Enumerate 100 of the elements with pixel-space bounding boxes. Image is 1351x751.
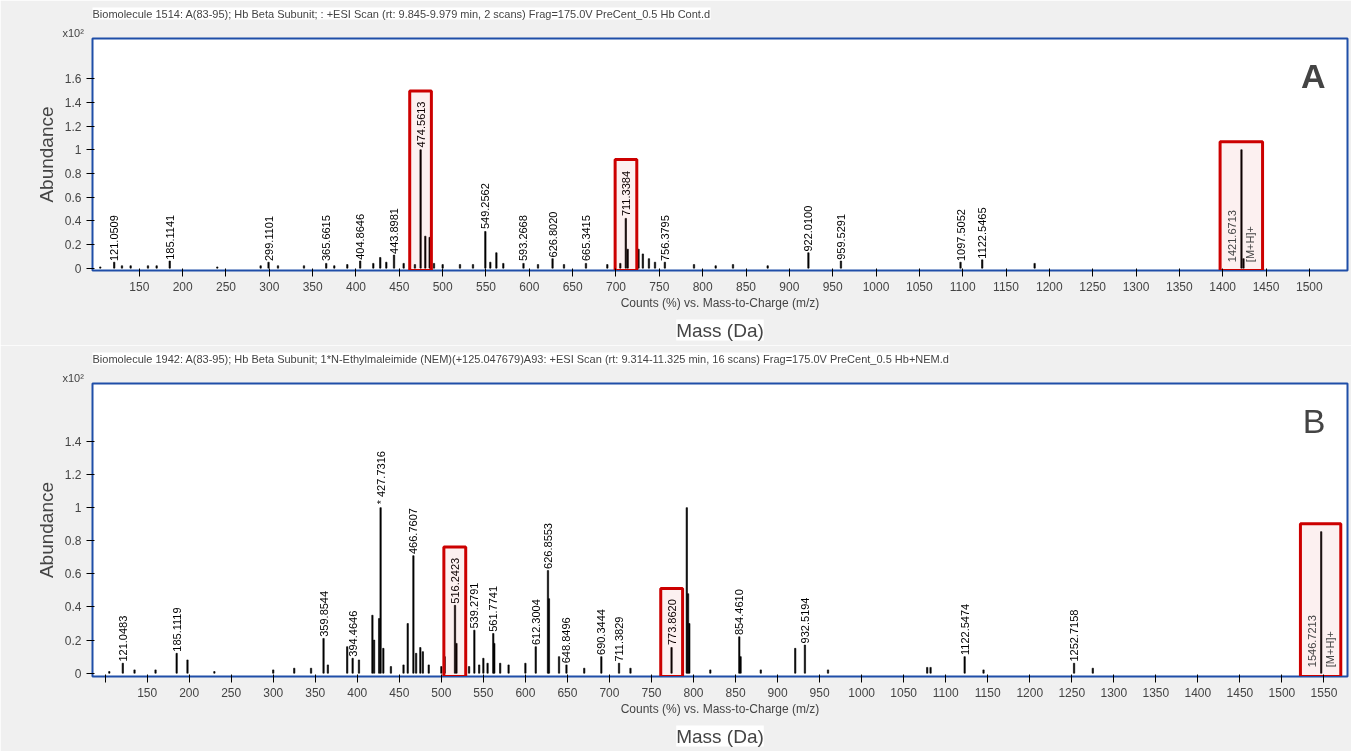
x-tick-label: 1200 xyxy=(1016,685,1044,700)
annotation: 466.7607 xyxy=(407,508,420,554)
x-tick-label: 600 xyxy=(515,685,536,700)
annotation: 516.2423 xyxy=(449,557,461,604)
x-tick-label: 1300 xyxy=(1100,685,1128,700)
annotation: 121.0483 xyxy=(116,615,129,662)
y-tick-label: 1.4 xyxy=(64,434,82,449)
x-tick-label: 1350 xyxy=(1166,279,1194,294)
x-tick-label: 850 xyxy=(725,685,746,700)
x-tick-label: 400 xyxy=(347,685,368,700)
annotation: 474.5613 xyxy=(414,101,427,148)
y-tick-label: 1.2 xyxy=(64,119,82,134)
x-tick-label: 150 xyxy=(129,279,150,294)
x-tick-label: 300 xyxy=(259,279,280,294)
annotation: 121.0509 xyxy=(108,215,121,262)
annotation: 359.8544 xyxy=(317,590,330,637)
annotation: 854.4610 xyxy=(733,589,746,636)
annotation: 549.2562 xyxy=(479,183,492,230)
annotation: 593.2668 xyxy=(517,215,530,262)
y-tick-label: 1 xyxy=(74,501,82,516)
x-tick-label: 1500 xyxy=(1268,685,1296,700)
x-tick-label: 200 xyxy=(179,685,200,700)
annotation: 711.3829 xyxy=(613,616,626,662)
annotation: 773.8620 xyxy=(665,599,678,646)
x-tick-label: 900 xyxy=(767,685,788,700)
annotation: 626.8020 xyxy=(546,211,559,258)
annotation: 665.3415 xyxy=(579,215,592,262)
x-tick-label: 1400 xyxy=(1184,685,1212,700)
y-tick-label: 0 xyxy=(74,261,82,276)
y-axis-title: Abundance xyxy=(35,481,57,579)
annotation: 612.3004 xyxy=(529,599,542,646)
x-tick-label: 500 xyxy=(431,685,452,700)
x-tick-label: 450 xyxy=(389,685,410,700)
x-tick-label: 950 xyxy=(822,279,844,294)
annotation: 959.5291 xyxy=(834,213,847,260)
x-tick-label: 1100 xyxy=(949,279,976,294)
annotation: 1546.7213 xyxy=(1305,615,1318,668)
x-tick-label: 1350 xyxy=(1142,685,1170,700)
annotation: 185.1119 xyxy=(170,607,183,652)
y-tick-label: 0 xyxy=(74,666,82,681)
x-tick-label: 1100 xyxy=(932,685,959,700)
annotation: 561.7741 xyxy=(487,585,500,632)
x-tick-label: 650 xyxy=(562,279,583,294)
x-tick-label: 450 xyxy=(389,279,410,294)
x-tick-label: 1250 xyxy=(1079,279,1107,294)
x-tick-label: 1200 xyxy=(1036,279,1064,294)
y-tick-label: 0.2 xyxy=(64,237,82,252)
y-tick-label: 0.6 xyxy=(64,567,82,582)
x-tick-label: 1300 xyxy=(1122,279,1150,294)
x-tick-label: 350 xyxy=(305,685,326,700)
annotation: 690.3444 xyxy=(595,609,608,655)
annotation: [M+H]+ xyxy=(1244,226,1257,263)
x-tick-label: 1450 xyxy=(1252,279,1280,294)
x-tick-label: 750 xyxy=(649,279,670,294)
x-tick-label: 1550 xyxy=(1310,685,1338,700)
annotation: 1122.5474 xyxy=(958,603,971,655)
annotation: A xyxy=(1300,56,1326,95)
x-tick-label: 800 xyxy=(683,685,704,700)
x-axis-title: Counts (%) vs. Mass-to-Charge (m/z) xyxy=(620,701,820,716)
x-tick-label: 1450 xyxy=(1226,685,1254,700)
x-tick-label: 1500 xyxy=(1296,279,1324,294)
y-tick-label: 0.2 xyxy=(64,633,82,648)
annotation: 394.4646 xyxy=(346,610,359,657)
y-tick-label: 0.4 xyxy=(64,600,82,615)
y-tick-label: 1.2 xyxy=(64,468,82,483)
x-tick-label: 800 xyxy=(692,279,713,294)
x-tick-label: 300 xyxy=(263,685,284,700)
x-tick-label: 350 xyxy=(302,279,323,294)
annotation: 185.1141 xyxy=(163,214,176,260)
annotation: 443.8981 xyxy=(388,208,401,254)
annotation: 539.2791 xyxy=(468,582,481,629)
x-tick-label: 750 xyxy=(641,685,662,700)
x-tick-label: 400 xyxy=(345,279,367,294)
annotation: 756.3795 xyxy=(658,215,671,262)
annotation: B xyxy=(1302,401,1326,440)
annotation: 1097.5052 xyxy=(954,209,967,262)
x-tick-label: 550 xyxy=(475,279,497,294)
annotation: 648.8496 xyxy=(560,617,573,664)
annotation: 922.0100 xyxy=(802,205,815,252)
y-tick-label: 0.8 xyxy=(64,166,82,181)
annotation: * 427.7316 xyxy=(374,451,387,505)
y-tick-label: 0.4 xyxy=(64,214,82,229)
text: Mass (Da) xyxy=(676,319,764,341)
annotation: 299.1101 xyxy=(262,215,275,262)
x-tick-label: 1000 xyxy=(848,685,876,700)
y-tick-label: 0.8 xyxy=(64,534,82,549)
x-tick-label: 1250 xyxy=(1058,685,1086,700)
annotation: 626.8553 xyxy=(541,523,554,569)
x-tick-label: 700 xyxy=(599,685,620,700)
y-tick-label: 1.6 xyxy=(64,72,82,87)
y-tick-label: 1.4 xyxy=(64,95,82,110)
x-tick-label: 1000 xyxy=(862,279,890,294)
x-tick-label: 1150 xyxy=(974,685,1001,700)
chart-title: Biomolecule 1514: A(83-95); Hb Beta Subunit; : +ESI Scan (rt: 9.845-9.979 min, 2 scans) Frag=175.0V PreCent_0.5 Hb Cont.d xyxy=(92,7,711,20)
annotation: 365.6615 xyxy=(320,215,333,262)
annotation: 1421.6713 xyxy=(1226,210,1239,263)
annotation: 1122.5465 xyxy=(976,207,989,259)
x-tick-label: 650 xyxy=(557,685,578,700)
x-tick-label: 250 xyxy=(221,685,242,700)
text: Mass (Da) xyxy=(676,725,764,747)
